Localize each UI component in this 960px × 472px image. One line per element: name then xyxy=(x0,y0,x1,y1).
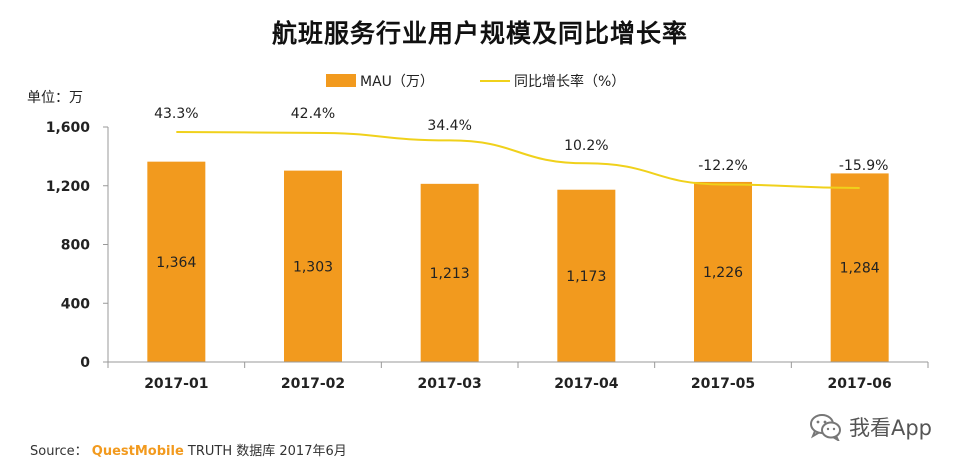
bar-2017-06 xyxy=(830,173,889,362)
growth-rate-label: -15.9% xyxy=(839,158,889,174)
watermark-text: 我看App xyxy=(848,416,932,440)
growth-rate-label: -12.2% xyxy=(698,158,748,174)
growth-rate-label: 42.4% xyxy=(291,106,335,122)
bar-2017-03 xyxy=(420,183,479,362)
bar-value-label: 1,226 xyxy=(703,265,743,281)
growth-rate-label: 43.3% xyxy=(154,106,198,122)
bar-value-label: 1,364 xyxy=(156,255,196,271)
y-tick-label: 400 xyxy=(61,296,90,312)
x-tick-label: 2017-03 xyxy=(418,376,482,392)
x-tick-label: 2017-04 xyxy=(554,376,619,392)
bar-2017-02 xyxy=(284,170,342,362)
bar-value-label: 1,303 xyxy=(293,259,333,275)
watermark: 我看App xyxy=(809,412,932,442)
growth-rate-label: 34.4% xyxy=(427,118,471,134)
y-tick-label: 0 xyxy=(80,355,90,371)
y-tick-label: 1,600 xyxy=(46,120,91,136)
legend-bar-swatch xyxy=(326,74,356,87)
x-tick-label: 2017-01 xyxy=(144,376,208,392)
bar-value-label: 1,173 xyxy=(566,269,606,285)
bar-2017-05 xyxy=(694,181,752,362)
unit-label: 单位：万 xyxy=(27,90,83,106)
bar-value-label: 1,213 xyxy=(430,266,470,282)
source-rest: TRUTH 数据库 2017年6月 xyxy=(187,444,347,459)
source-brand: QuestMobile xyxy=(91,444,184,459)
growth-rate-line xyxy=(176,131,860,189)
source-note: Source： QuestMobile TRUTH 数据库 2017年6月 xyxy=(30,440,347,459)
legend-bar-label: MAU（万） xyxy=(360,74,434,90)
growth-rate-label: 10.2% xyxy=(564,138,608,154)
y-tick-label: 1,200 xyxy=(46,179,91,195)
wechat-icon xyxy=(809,414,841,441)
bar-2017-01 xyxy=(147,161,206,362)
source-prefix: Source： xyxy=(30,444,88,459)
legend-line-label: 同比增长率（%） xyxy=(514,73,625,90)
x-tick-label: 2017-02 xyxy=(281,376,345,392)
chart-title: 航班服务行业用户规模及同比增长率 xyxy=(271,19,688,48)
x-tick-label: 2017-06 xyxy=(828,376,892,392)
bar-2017-04 xyxy=(557,189,616,362)
y-tick-label: 800 xyxy=(61,238,90,254)
bar-value-label: 1,284 xyxy=(840,261,880,277)
x-tick-label: 2017-05 xyxy=(691,376,755,392)
